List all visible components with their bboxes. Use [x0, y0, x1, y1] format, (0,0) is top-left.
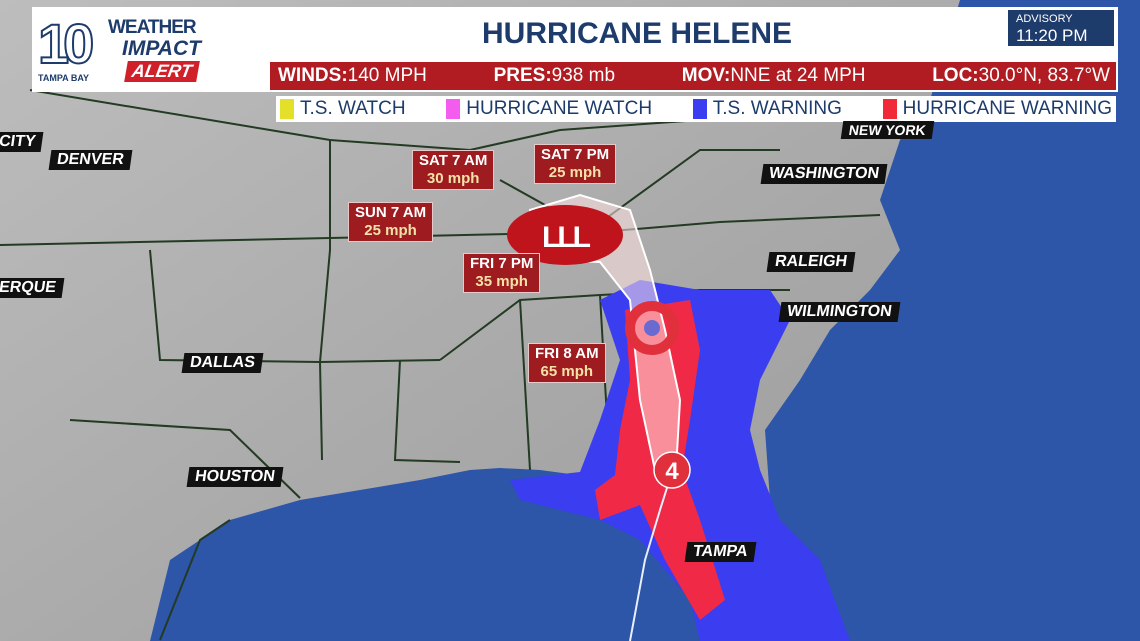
city-label: RALEIGH — [766, 252, 856, 272]
past-track-line — [629, 471, 673, 641]
svg-text:LLL: LLL — [542, 221, 591, 254]
station-logo: 10 TAMPA BAY WEATHER IMPACT ALERT — [37, 11, 201, 83]
forecast-label: SAT 7 AM 30 mph — [412, 150, 495, 190]
page-title: HURRICANE HELENE — [481, 17, 793, 50]
storm-stats-bar: WINDS:140 MPH PRES:938 mb MOV:NNE at 24 … — [270, 62, 1116, 90]
storm-current-position: 4 — [653, 451, 691, 489]
storm-forecast-point — [625, 301, 679, 355]
stat-pressure: PRES:938 mb — [493, 65, 616, 86]
stat-location: LOC:30.0°N, 83.7°W — [932, 65, 1110, 86]
legend-hurricane-warning: HURRICANE WARNING — [882, 98, 1112, 120]
city-label: ERQUE — [0, 278, 65, 298]
city-label: CITY — [0, 132, 44, 152]
svg-text:4: 4 — [665, 458, 679, 485]
legend-ts-warning: T.S. WARNING — [692, 98, 842, 120]
forecast-label: SUN 7 AM 25 mph — [348, 202, 434, 242]
legend-ts-watch: T.S. WATCH — [280, 98, 406, 120]
city-label: WASHINGTON — [760, 164, 888, 184]
forecast-label: SAT 7 PM 25 mph — [534, 144, 617, 184]
city-label: DENVER — [48, 150, 133, 170]
city-label: TAMPA — [684, 542, 756, 562]
forecast-cone — [528, 193, 682, 480]
city-label: NEW YORK — [840, 121, 935, 139]
low-pressure-cluster: LLL — [507, 205, 623, 265]
advisory-badge: ADVISORY 11:20 PM — [1008, 10, 1114, 46]
header: 10 TAMPA BAY WEATHER IMPACT ALERT HURRIC… — [32, 7, 1118, 92]
city-label: DALLAS — [181, 353, 264, 373]
forecast-label: FRI 7 PM 35 mph — [463, 253, 541, 293]
city-label: HOUSTON — [186, 467, 284, 487]
map-legend: T.S. WATCH HURRICANE WATCH T.S. WARNING … — [276, 96, 1116, 122]
legend-hurricane-watch: HURRICANE WATCH — [446, 98, 652, 120]
stat-movement: MOV:NNE at 24 MPH — [681, 65, 866, 86]
city-label: WILMINGTON — [778, 302, 900, 322]
stat-winds: WINDS:140 MPH — [278, 65, 427, 86]
forecast-label: FRI 8 AM 65 mph — [528, 343, 606, 383]
